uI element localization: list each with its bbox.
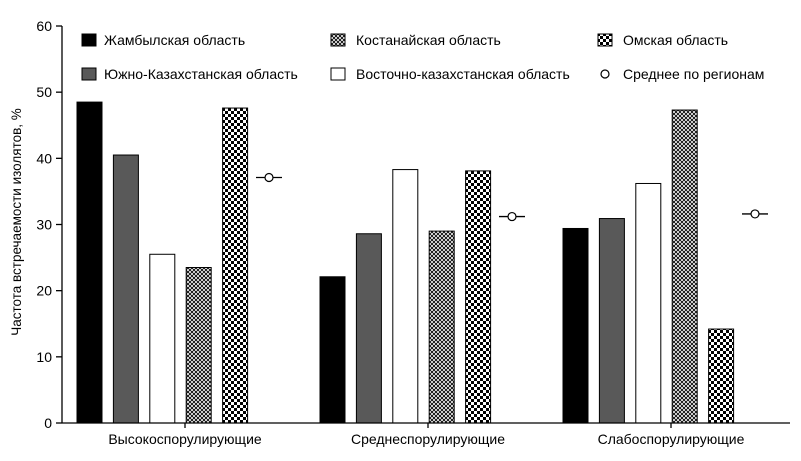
- legend: Жамбылская область Костанайская область …: [81, 32, 764, 82]
- legend-swatch-south-kazakhstan: [81, 67, 97, 81]
- mean-point-high-sporulating: [264, 172, 274, 183]
- y-tick-label-0: 0: [44, 415, 52, 431]
- bar-omsk-high-sporulating: [222, 107, 249, 424]
- legend-item-south-kazakhstan: Южно-Казахстанская область: [81, 66, 298, 82]
- bar-omsk-medium-sporulating: [465, 170, 492, 424]
- y-tick-label-30: 30: [36, 217, 52, 233]
- legend-label-omsk: Омская область: [623, 32, 728, 48]
- bar-east-kazakhstan-high-sporulating: [149, 253, 176, 424]
- x-category-label-medium-sporulating: Среднеспорулирующие: [351, 431, 505, 447]
- plot-area: 0 10 20 30 40 50 60 Высокоспорулирующие Среднесп…: [36, 18, 790, 447]
- legend-item-kostanay: Костанайская область: [330, 32, 501, 48]
- mean-marker-high-sporulating: [256, 172, 282, 183]
- y-tick-label-40: 40: [36, 150, 52, 166]
- legend-label-kostanay: Костанайская область: [356, 32, 501, 48]
- bar-kostanay-medium-sporulating: [428, 230, 455, 424]
- y-axis-title: Частота встречаемости изолятов, %: [9, 108, 24, 336]
- legend-swatch-omsk: [597, 33, 613, 47]
- bar-south-kazakhstan-medium-sporulating: [355, 233, 382, 424]
- legend-label-zhambyl: Жамбылская область: [104, 32, 245, 48]
- legend-label-east-kazakhstan: Восточно-казахстанская область: [356, 66, 570, 82]
- mean-point-low-sporulating: [750, 209, 760, 219]
- legend-item-mean: Среднее по регионам: [600, 66, 764, 82]
- legend-item-east-kazakhstan: Восточно-казахстанская область: [330, 66, 570, 82]
- mean-marker-low-sporulating: [742, 209, 768, 219]
- legend-swatch-zhambyl: [81, 33, 97, 47]
- x-category-label-high-sporulating: Высокоспорулирующие: [108, 431, 262, 447]
- bar-east-kazakhstan-medium-sporulating: [392, 169, 419, 424]
- bar-zhambyl-high-sporulating: [76, 101, 103, 424]
- bar-zhambyl-low-sporulating: [562, 227, 589, 424]
- y-tick-label-20: 20: [36, 283, 52, 299]
- y-tick-label-60: 60: [36, 18, 52, 34]
- legend-label-south-kazakhstan: Южно-Казахстанская область: [104, 66, 298, 82]
- mean-point-medium-sporulating: [507, 211, 517, 222]
- bar-zhambyl-medium-sporulating: [319, 276, 346, 424]
- x-category-label-low-sporulating: Слабоспорулирующие: [598, 431, 745, 447]
- bar-group-medium-sporulating: [319, 169, 492, 424]
- bar-omsk-low-sporulating: [708, 328, 735, 424]
- bar-kostanay-low-sporulating: [671, 109, 698, 424]
- legend-label-mean: Среднее по регионам: [623, 66, 764, 82]
- bar-kostanay-high-sporulating: [185, 267, 212, 424]
- bar-group-low-sporulating: [562, 109, 735, 424]
- mean-marker-medium-sporulating: [499, 211, 525, 222]
- bar-south-kazakhstan-low-sporulating: [598, 218, 625, 424]
- y-tick-label-50: 50: [36, 84, 52, 100]
- bar-east-kazakhstan-low-sporulating: [635, 182, 662, 424]
- y-tick-label-10: 10: [36, 349, 52, 365]
- legend-swatch-east-kazakhstan: [330, 67, 346, 81]
- bar-south-kazakhstan-high-sporulating: [112, 154, 139, 424]
- legend-swatch-kostanay: [330, 33, 346, 47]
- legend-item-omsk: Омская область: [597, 32, 728, 48]
- legend-swatch-mean: [600, 69, 610, 79]
- legend-item-zhambyl: Жамбылская область: [81, 32, 245, 48]
- bar-group-high-sporulating: [76, 101, 249, 424]
